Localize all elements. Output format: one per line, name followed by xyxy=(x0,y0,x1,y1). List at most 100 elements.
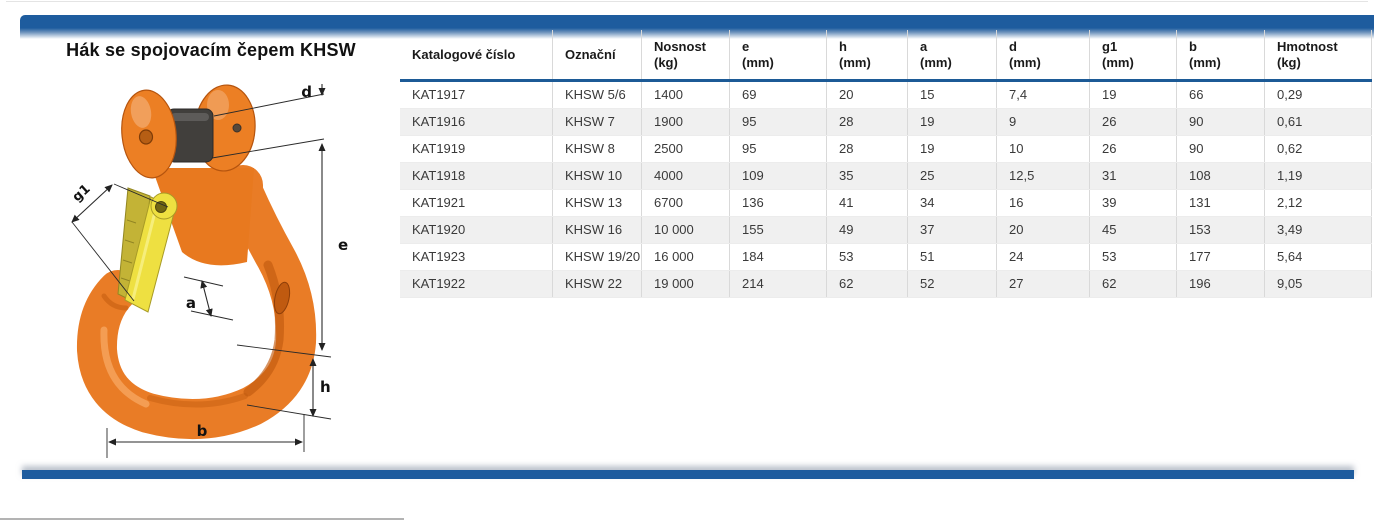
column-header-7: g1 (mm) xyxy=(1090,30,1177,79)
table-cell: 109 xyxy=(730,163,827,189)
table-cell: 0,29 xyxy=(1265,82,1372,108)
table-cell: KAT1920 xyxy=(400,217,553,243)
table-cell: 41 xyxy=(827,190,908,216)
table-row: KAT1918 KHSW 10 4000 109 35 25 12,5 31 108 1,19 xyxy=(400,163,1372,190)
dim-label-a: a xyxy=(186,294,196,312)
table-cell: 19 000 xyxy=(642,271,730,297)
table-cell: KAT1922 xyxy=(400,271,553,297)
table-cell: 7,4 xyxy=(997,82,1090,108)
table-row: KAT1917 KHSW 5/6 1400 69 20 15 7,4 19 66 0,29 xyxy=(400,82,1372,109)
hook-slot-detail xyxy=(273,281,291,315)
table-cell: KHSW 7 xyxy=(553,109,642,135)
table-cell: KAT1921 xyxy=(400,190,553,216)
table-cell: 25 xyxy=(908,163,997,189)
dim-label-d: d xyxy=(301,83,312,101)
column-header-4: h (mm) xyxy=(827,30,908,79)
table-cell: 95 xyxy=(730,109,827,135)
table-cell: 31 xyxy=(1090,163,1177,189)
table-cell: 16 xyxy=(997,190,1090,216)
table-cell: 1900 xyxy=(642,109,730,135)
dim-label-e: e xyxy=(338,236,348,254)
table-cell: 16 000 xyxy=(642,244,730,270)
table-cell: 95 xyxy=(730,136,827,162)
safety-latch xyxy=(117,187,178,313)
table-cell: KAT1923 xyxy=(400,244,553,270)
hook-diagram: d e g1 a h b xyxy=(70,83,348,458)
table-cell: 3,49 xyxy=(1265,217,1372,243)
table-cell: 20 xyxy=(997,217,1090,243)
table-cell: 53 xyxy=(827,244,908,270)
bottom-accent-bar xyxy=(22,470,1354,479)
footer-divider xyxy=(0,518,404,520)
spec-table: Katalogové číslo Označní Nosnost (kg) e (mm) h… xyxy=(400,30,1372,298)
table-body: KAT1917 KHSW 5/6 1400 69 20 15 7,4 19 66 0,29 KAT1… xyxy=(400,82,1372,298)
table-cell: 35 xyxy=(827,163,908,189)
table-cell: 15 xyxy=(908,82,997,108)
table-cell: KHSW 16 xyxy=(553,217,642,243)
table-cell: KHSW 10 xyxy=(553,163,642,189)
clevis-rivet-dot xyxy=(232,123,242,133)
table-cell: 62 xyxy=(827,271,908,297)
table-cell: 28 xyxy=(827,109,908,135)
table-cell: 184 xyxy=(730,244,827,270)
table-cell: 26 xyxy=(1090,109,1177,135)
top-accent-bar xyxy=(20,15,1374,39)
table-cell: KAT1918 xyxy=(400,163,553,189)
table-cell: 49 xyxy=(827,217,908,243)
table-cell: KAT1919 xyxy=(400,136,553,162)
table-cell: 177 xyxy=(1177,244,1265,270)
table-row: KAT1922 KHSW 22 19 000 214 62 52 27 62 196 9,05 xyxy=(400,271,1372,298)
table-cell: 9 xyxy=(997,109,1090,135)
table-row: KAT1921 KHSW 13 6700 136 41 34 16 39 131 2,12 xyxy=(400,190,1372,217)
table-cell: 51 xyxy=(908,244,997,270)
table-row: KAT1919 KHSW 8 2500 95 28 19 10 26 90 0,62 xyxy=(400,136,1372,163)
table-cell: 0,61 xyxy=(1265,109,1372,135)
table-cell: 4000 xyxy=(642,163,730,189)
table-cell: 214 xyxy=(730,271,827,297)
table-cell: KHSW 8 xyxy=(553,136,642,162)
latch-pivot-hole xyxy=(155,201,167,213)
table-cell: 1400 xyxy=(642,82,730,108)
table-cell: 2,12 xyxy=(1265,190,1372,216)
table-row: KAT1916 KHSW 7 1900 95 28 19 9 26 90 0,61 xyxy=(400,109,1372,136)
clevis-hole xyxy=(138,129,154,145)
table-cell: KHSW 5/6 xyxy=(553,82,642,108)
dim-label-g1: g1 xyxy=(70,182,94,205)
table-cell: 9,05 xyxy=(1265,271,1372,297)
table-cell: 26 xyxy=(1090,136,1177,162)
table-cell: 19 xyxy=(908,136,997,162)
table-cell: 5,64 xyxy=(1265,244,1372,270)
dim-label-b: b xyxy=(197,422,208,440)
table-cell: 19 xyxy=(908,109,997,135)
column-header-5: a (mm) xyxy=(908,30,997,79)
column-header-1: Označní xyxy=(553,30,642,79)
table-cell: 27 xyxy=(997,271,1090,297)
table-cell: 10 000 xyxy=(642,217,730,243)
table-cell: 2500 xyxy=(642,136,730,162)
table-cell: 69 xyxy=(730,82,827,108)
table-cell: 0,62 xyxy=(1265,136,1372,162)
table-cell: 108 xyxy=(1177,163,1265,189)
table-cell: 6700 xyxy=(642,190,730,216)
table-cell: 153 xyxy=(1177,217,1265,243)
dimension-lines xyxy=(71,84,332,458)
table-cell: 20 xyxy=(827,82,908,108)
table-cell: 196 xyxy=(1177,271,1265,297)
table-cell: 19 xyxy=(1090,82,1177,108)
table-cell: 34 xyxy=(908,190,997,216)
table-cell: 39 xyxy=(1090,190,1177,216)
column-header-0: Katalogové číslo xyxy=(400,30,553,79)
table-cell: 53 xyxy=(1090,244,1177,270)
column-header-9: Hmotnost (kg) xyxy=(1265,30,1372,79)
table-cell: 10 xyxy=(997,136,1090,162)
table-cell: KHSW 19/20 xyxy=(553,244,642,270)
table-cell: 155 xyxy=(730,217,827,243)
table-cell: 131 xyxy=(1177,190,1265,216)
column-header-2: Nosnost (kg) xyxy=(642,30,730,79)
table-cell: KAT1916 xyxy=(400,109,553,135)
table-cell: 90 xyxy=(1177,136,1265,162)
table-cell: 90 xyxy=(1177,109,1265,135)
table-cell: 28 xyxy=(827,136,908,162)
table-cell: KHSW 13 xyxy=(553,190,642,216)
